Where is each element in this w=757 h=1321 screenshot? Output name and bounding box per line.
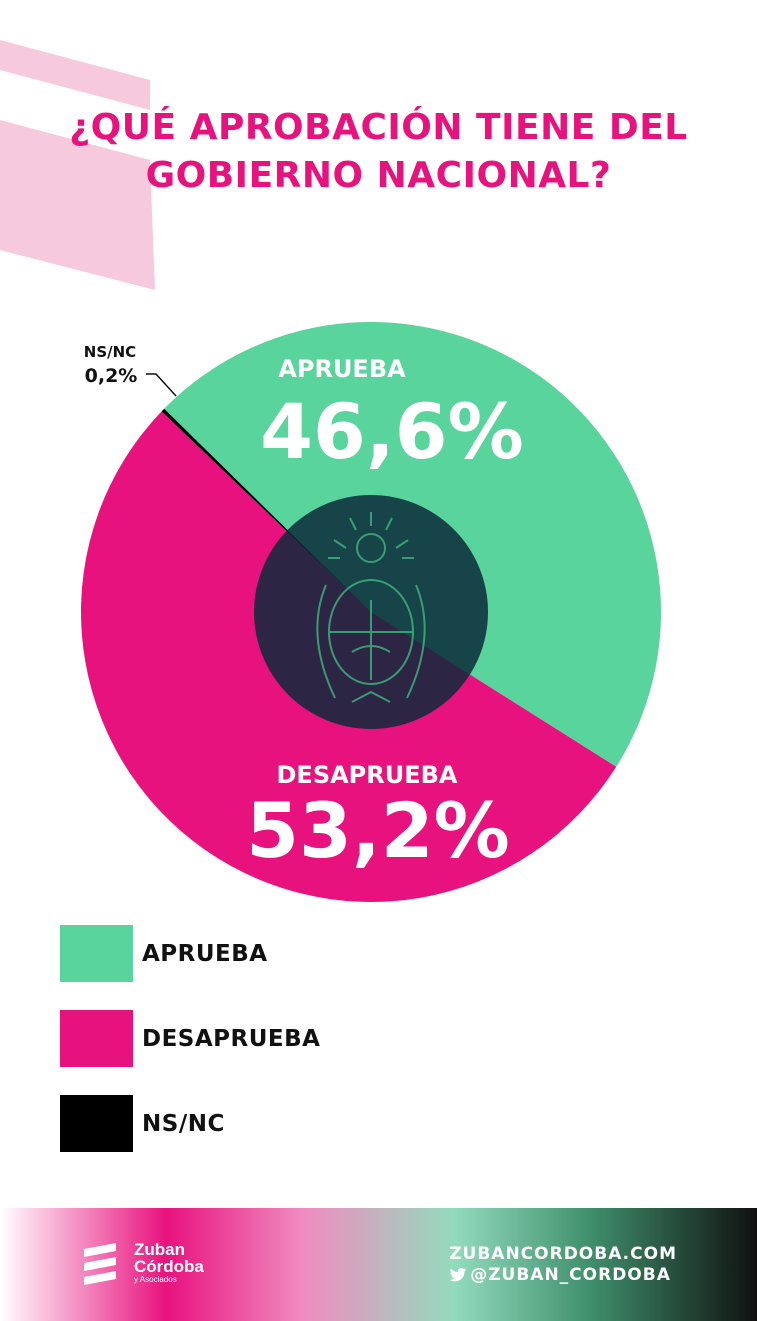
legend-label: DESAPRUEBA xyxy=(142,1025,321,1052)
footer-banner: Zuban Córdoba y Asociados ZUBANCORDOBA.C… xyxy=(0,1208,757,1321)
slice-label-aprueba: APRUEBA xyxy=(278,355,406,383)
legend-swatch xyxy=(60,1095,133,1152)
value-label-aprueba: 46,6% xyxy=(260,387,524,476)
coat-of-arms-icon xyxy=(316,512,426,703)
chart-title-line2: GOBIERNO NACIONAL? xyxy=(145,155,612,196)
twitter-bird-icon xyxy=(449,1268,467,1282)
legend-item-desaprueba: DESAPRUEBA xyxy=(60,1010,320,1067)
logo-mark-icon xyxy=(84,1243,116,1285)
twitter-handle: @ZUBAN_CORDOBA xyxy=(470,1265,671,1285)
legend-label: APRUEBA xyxy=(142,940,268,967)
legend-swatch xyxy=(60,1010,133,1067)
logo-line1: Zuban xyxy=(134,1240,185,1259)
website-link[interactable]: ZUBANCORDOBA.COM xyxy=(449,1244,677,1264)
logo-line3: y Asociados xyxy=(134,1275,177,1284)
zuban-cordoba-logo[interactable]: Zuban Córdoba y Asociados xyxy=(82,1241,204,1289)
logo-line2: Córdoba xyxy=(134,1257,204,1276)
legend-swatch xyxy=(60,925,133,982)
slice-label-desaprueba: DESAPRUEBA xyxy=(277,761,458,789)
twitter-link[interactable]: @ZUBAN_CORDOBA xyxy=(449,1265,677,1286)
legend-item-aprueba: APRUEBA xyxy=(60,925,320,982)
slice-label-nsnc: NS/NC xyxy=(84,343,136,361)
decorative-stripes xyxy=(0,40,155,290)
value-label-nsnc: 0,2% xyxy=(85,365,138,387)
nsnc-leader-line xyxy=(146,373,177,397)
legend: APRUEBA DESAPRUEBA NS/NC xyxy=(60,925,320,1180)
chart-title: ¿QUÉ APROBACIÓN TIENE DEL GOBIERNO NACIO… xyxy=(0,104,757,200)
chart-title-line1: ¿QUÉ APROBACIÓN TIENE DEL xyxy=(69,107,688,148)
value-label-desaprueba: 53,2% xyxy=(246,786,510,875)
logo-text: Zuban Córdoba y Asociados xyxy=(134,1241,204,1285)
legend-item-nsnc: NS/NC xyxy=(60,1095,320,1152)
legend-label: NS/NC xyxy=(142,1110,225,1137)
footer-links: ZUBANCORDOBA.COM @ZUBAN_CORDOBA xyxy=(449,1244,677,1286)
